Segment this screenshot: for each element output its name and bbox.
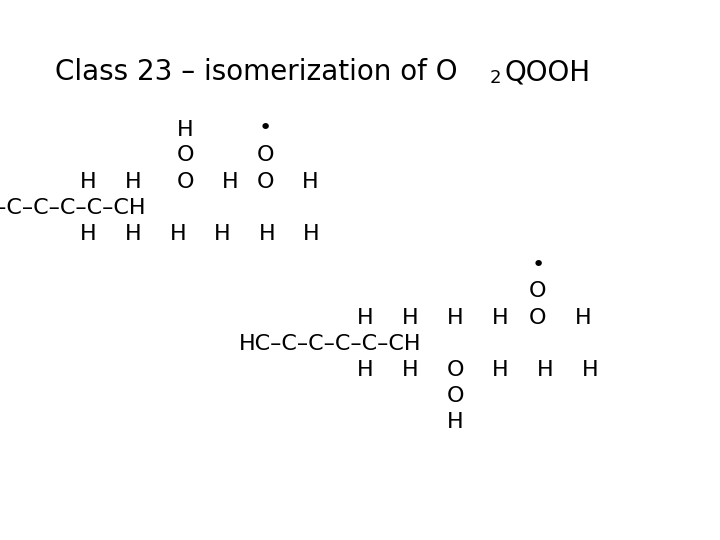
Text: H: H — [176, 120, 193, 140]
Text: O: O — [256, 172, 274, 192]
Text: H: H — [575, 308, 591, 328]
Text: QOOH: QOOH — [504, 58, 590, 86]
Text: H: H — [356, 308, 373, 328]
Text: H: H — [536, 360, 553, 380]
Text: H: H — [446, 308, 463, 328]
Text: H: H — [222, 172, 238, 192]
Text: O: O — [446, 386, 464, 406]
Text: O: O — [176, 145, 194, 165]
Text: HC–C–C–C–C–CH: HC–C–C–C–C–CH — [0, 198, 146, 218]
Text: O: O — [446, 360, 464, 380]
Text: H: H — [302, 172, 318, 192]
Text: O: O — [529, 308, 546, 328]
Text: HC–C–C–C–C–CH: HC–C–C–C–C–CH — [239, 334, 421, 354]
Text: H: H — [258, 224, 275, 244]
Text: H: H — [125, 224, 141, 244]
Text: H: H — [80, 224, 96, 244]
Text: H: H — [214, 224, 230, 244]
Text: H: H — [446, 412, 463, 432]
Text: H: H — [492, 308, 508, 328]
Text: H: H — [402, 308, 418, 328]
Text: Class 23 – isomerization of O: Class 23 – isomerization of O — [55, 58, 457, 86]
Text: •: • — [258, 118, 271, 138]
Text: 2: 2 — [490, 69, 502, 87]
Text: •: • — [531, 255, 544, 275]
Text: H: H — [356, 360, 373, 380]
Text: H: H — [170, 224, 186, 244]
Text: H: H — [80, 172, 96, 192]
Text: H: H — [582, 360, 598, 380]
Text: O: O — [256, 145, 274, 165]
Text: H: H — [302, 224, 319, 244]
Text: H: H — [492, 360, 508, 380]
Text: H: H — [402, 360, 418, 380]
Text: O: O — [176, 172, 194, 192]
Text: H: H — [125, 172, 141, 192]
Text: O: O — [529, 281, 546, 301]
